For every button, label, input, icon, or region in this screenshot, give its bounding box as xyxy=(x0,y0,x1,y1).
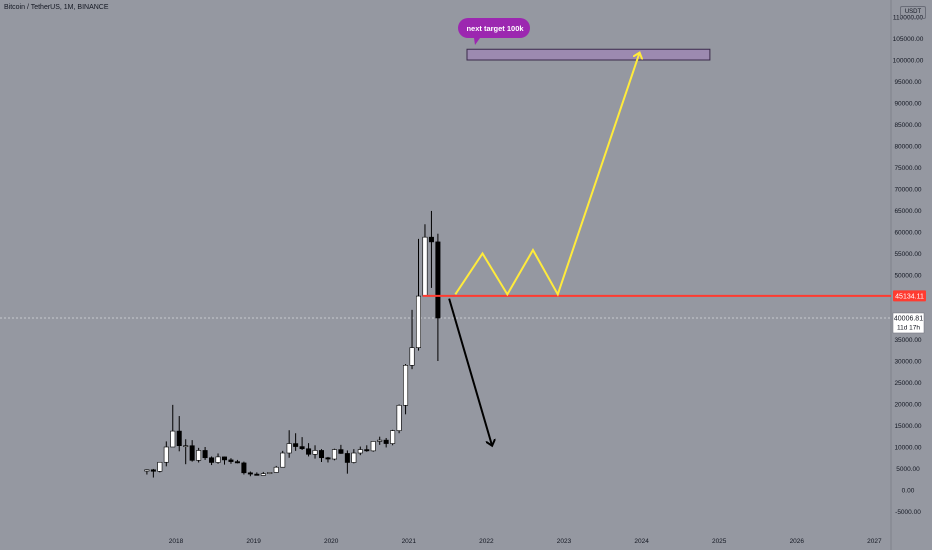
candle-body xyxy=(415,295,421,348)
x-tick-label: 2018 xyxy=(169,538,184,545)
y-tick-label: 65000.00 xyxy=(894,208,921,215)
candle-body xyxy=(163,446,169,463)
candles xyxy=(144,210,441,478)
target-box xyxy=(466,48,711,61)
candle-body xyxy=(273,466,279,473)
candle-body xyxy=(189,445,195,461)
y-tick-label: 95000.00 xyxy=(894,79,921,86)
candle-body xyxy=(183,445,189,448)
candle-body xyxy=(383,439,389,444)
candle-body xyxy=(351,452,357,463)
y-tick-label: 70000.00 xyxy=(894,187,921,194)
candle-body xyxy=(157,461,163,472)
candle-body xyxy=(299,446,305,450)
y-tick-label: 25000.00 xyxy=(894,380,921,387)
support-price-tag xyxy=(893,290,926,302)
candle-body xyxy=(331,449,337,460)
candle-body xyxy=(364,449,370,452)
y-tick-label: 5000.00 xyxy=(896,466,920,473)
countdown-text: 11d 17h xyxy=(897,324,920,331)
x-tick-label: 2021 xyxy=(402,538,417,545)
candle-body xyxy=(403,364,409,406)
candle-body xyxy=(312,450,318,455)
y-tick-label: 20000.00 xyxy=(894,402,921,409)
candle-body xyxy=(396,404,402,431)
x-tick-label: 2019 xyxy=(246,538,261,545)
y-tick-label: 75000.00 xyxy=(894,165,921,172)
x-tick-label: 2020 xyxy=(324,538,339,545)
y-tick-label: 30000.00 xyxy=(894,359,921,366)
y-tick-label: 80000.00 xyxy=(894,144,921,151)
candle-body xyxy=(338,449,344,454)
y-tick-label: 85000.00 xyxy=(894,122,921,129)
candle-body xyxy=(209,457,215,463)
candle-body xyxy=(234,461,240,464)
candle-body xyxy=(176,430,182,447)
y-tick-label: 10000.00 xyxy=(894,445,921,452)
y-tick-label: 15000.00 xyxy=(894,423,921,430)
x-tick-label: 2025 xyxy=(712,538,727,545)
y-tick-label: 100000.00 xyxy=(893,58,924,65)
bubble-shape xyxy=(458,18,530,45)
candle-body xyxy=(150,469,156,472)
current-price-tag xyxy=(892,312,925,334)
current-price-text: 40006.81 xyxy=(894,315,923,322)
y-tick-label: 50000.00 xyxy=(894,273,921,280)
support-price-text: 45134.11 xyxy=(895,293,924,300)
bearish-projection-arrow xyxy=(448,298,492,445)
candle-body xyxy=(377,439,383,442)
candle-body xyxy=(241,462,247,474)
x-axis: 2018 2019 2020 2021 2022 2023 2024 2025 2026 2027 xyxy=(169,538,882,545)
candle-body xyxy=(428,236,434,243)
candle-body xyxy=(357,449,363,454)
candle-body xyxy=(318,450,324,459)
bubble-text: next target 100k xyxy=(466,24,524,33)
y-tick-label: -5000.00 xyxy=(895,509,921,516)
candle-body xyxy=(144,469,150,472)
y-tick-label: 60000.00 xyxy=(894,230,921,237)
target-bubble: next target 100k xyxy=(458,18,530,45)
candle-body xyxy=(293,443,299,447)
candle-body xyxy=(280,452,286,468)
x-tick-label: 2026 xyxy=(790,538,805,545)
y-tick-label: 105000.00 xyxy=(893,36,924,43)
candle-body xyxy=(215,456,221,463)
symbol-title: Bitcoin / TetherUS, 1M, BINANCE xyxy=(4,4,109,11)
x-tick-label: 2027 xyxy=(867,538,882,545)
y-tick-label: 90000.00 xyxy=(894,101,921,108)
candle-body xyxy=(228,459,234,462)
candle-body xyxy=(286,443,292,454)
currency-badge[interactable]: USDT xyxy=(900,6,926,19)
candle-body xyxy=(247,472,253,475)
y-tick-label: 0.00 xyxy=(902,488,915,495)
x-tick-label: 2024 xyxy=(634,538,649,545)
x-tick-label: 2023 xyxy=(557,538,572,545)
candle-body xyxy=(254,473,260,476)
support-price-label: 45134.11 xyxy=(893,290,926,302)
candle-body xyxy=(344,453,350,463)
candle-body xyxy=(170,430,176,448)
x-tick-label: 2022 xyxy=(479,538,494,545)
candle-body xyxy=(370,441,376,452)
candle-body xyxy=(435,241,441,319)
current-price-label: 40006.81 11d 17h xyxy=(892,312,925,334)
y-axis: -5000.00 0.00 5000.00 10000.00 15000.00 20000… xyxy=(893,15,924,517)
candle-body xyxy=(422,236,428,297)
candle-body xyxy=(260,473,266,476)
candle-body xyxy=(222,456,228,461)
candle-body xyxy=(267,472,273,474)
candle-body xyxy=(390,430,396,444)
candle-body xyxy=(409,347,415,366)
candle-body xyxy=(306,448,312,455)
y-tick-label: 35000.00 xyxy=(894,337,921,344)
y-tick-label: 55000.00 xyxy=(894,251,921,258)
candle-body xyxy=(196,450,202,461)
bullish-projection-path xyxy=(454,54,639,297)
candle-body xyxy=(202,450,208,459)
candle-body xyxy=(325,457,331,460)
